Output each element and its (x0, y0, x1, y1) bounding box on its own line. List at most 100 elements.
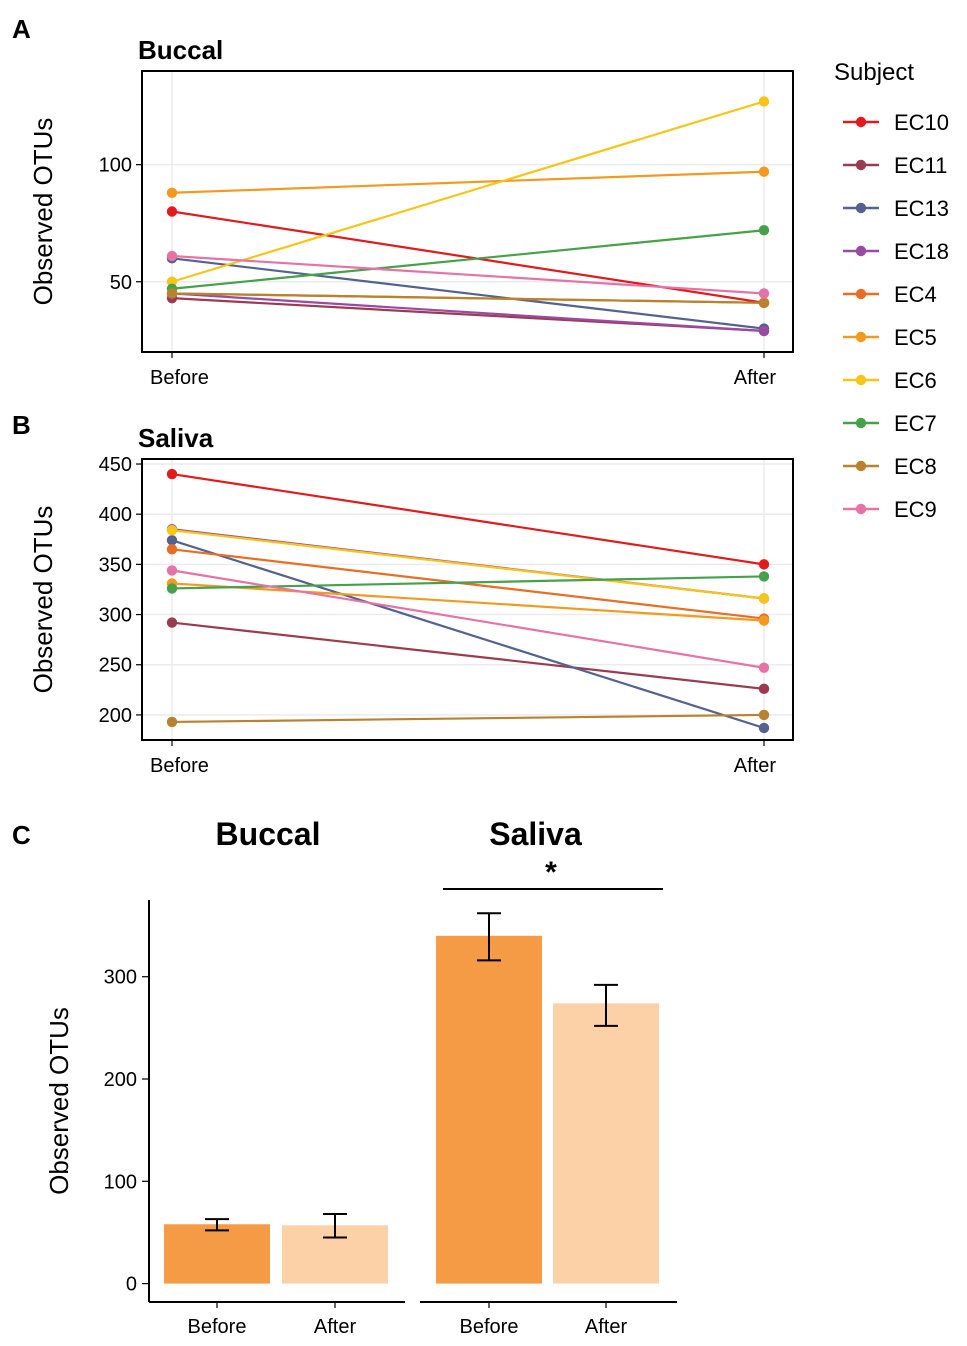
data-point-ec8-before (166, 288, 178, 299)
data-point-ec13-after (758, 722, 770, 734)
legend-marker-ec18 (855, 245, 867, 257)
data-point-ec5-after (758, 615, 770, 626)
y-tick-label: 250 (99, 655, 132, 677)
legend-label-ec5: EC5 (894, 325, 937, 350)
series-line-ec10 (171, 210, 765, 304)
data-point-ec10-after (758, 559, 770, 570)
plot-frame (141, 70, 794, 353)
series-line-ec5 (171, 582, 765, 622)
series-line-ec11 (171, 621, 765, 690)
y-axis-label: Observed OTUs (28, 118, 58, 306)
panel-letter-b: B (12, 410, 31, 440)
legend-label-ec7: EC7 (894, 411, 937, 436)
legend-label-ec18: EC18 (894, 239, 949, 264)
data-point-ec9-after (758, 288, 770, 299)
legend-marker-ec5 (855, 331, 867, 343)
series-line-ec7 (171, 229, 765, 290)
x-tick-label: Before (150, 755, 209, 777)
data-point-ec7-after (758, 571, 770, 582)
legend-label-ec4: EC4 (894, 282, 937, 307)
x-tick-label: Before (188, 1316, 247, 1338)
data-point-ec10-before (166, 468, 178, 480)
x-tick-label: After (314, 1316, 357, 1338)
data-point-ec6-after (758, 593, 770, 604)
legend-marker-ec7 (855, 417, 867, 429)
x-tick-label: After (585, 1316, 628, 1338)
panel-b-saliva-line-chart: 200 250 300 350 400 450 Before After Saliva Obser… (28, 423, 794, 777)
y-tick-label: 200 (104, 1069, 137, 1091)
data-point-ec11-before (166, 617, 178, 628)
legend-marker-ec8 (855, 460, 867, 472)
data-point-ec5-before (166, 187, 178, 198)
data-point-ec6-before (166, 525, 178, 536)
series-line-ec10 (171, 472, 765, 566)
series-line-ec8 (171, 292, 765, 304)
y-tick-label: 450 (99, 454, 132, 476)
series-line-ec13 (171, 539, 765, 730)
legend-label-ec10: EC10 (894, 110, 949, 135)
data-point-ec8-after (758, 709, 770, 721)
y-tick-label: 400 (99, 504, 132, 526)
y-tick-label: 300 (99, 605, 132, 627)
bar-saliva-before (436, 935, 542, 1284)
legend-label-ec11: EC11 (894, 153, 947, 178)
series-line-ec8 (171, 713, 765, 724)
series-line-ec7 (171, 575, 765, 590)
bar-buccal-before (164, 1224, 270, 1284)
legend-marker-ec13 (855, 202, 867, 214)
x-tick-label: Before (150, 367, 209, 389)
legend-marker-ec10 (855, 116, 867, 128)
panel-letter-a: A (12, 14, 31, 44)
data-point-ec11-after (758, 683, 770, 695)
series-line-ec6 (171, 529, 765, 600)
data-point-ec18-after (758, 325, 770, 337)
panel-c-bar-chart: 0 100 200 300 Observed OTUs Before After Buccal… (44, 816, 677, 1338)
significance-marker: * (545, 856, 557, 889)
data-point-ec10-before (166, 206, 178, 217)
panel-a-buccal-line-chart: 50 100 Before After Buccal Observed OTUs (28, 35, 794, 389)
y-tick-label: 50 (110, 272, 132, 294)
bar-saliva-after (553, 1003, 659, 1284)
legend-label-ec9: EC9 (894, 497, 937, 522)
series-line-ec6 (171, 100, 765, 283)
y-tick-label: 300 (104, 967, 137, 989)
series-line-ec9 (171, 254, 765, 295)
legend-marker-ec11 (855, 159, 867, 171)
legend-label-ec8: EC8 (894, 454, 937, 479)
series-line-ec5 (171, 170, 765, 194)
x-tick-label: After (734, 755, 777, 777)
x-tick-label: After (734, 367, 777, 389)
legend: Subject EC10 EC11 EC13 EC18 EC4 EC5 EC6 EC7 EC8 E… (834, 59, 949, 522)
data-point-ec9-after (758, 662, 770, 673)
data-point-ec7-before (166, 583, 178, 594)
legend-title: Subject (834, 59, 914, 86)
series-line-ec18 (171, 292, 765, 333)
data-point-ec8-before (166, 716, 178, 728)
data-point-ec4-before (166, 544, 178, 555)
legend-marker-ec9 (855, 503, 867, 515)
data-point-ec13-before (166, 535, 178, 546)
chart-title: Buccal (138, 35, 223, 65)
data-point-ec9-before (166, 565, 178, 576)
y-tick-label: 350 (99, 554, 132, 576)
panel-letter-c: C (12, 820, 31, 850)
series-line-ec13 (171, 257, 765, 330)
y-tick-label: 200 (99, 705, 132, 727)
plot-frame (141, 458, 794, 741)
data-point-ec6-after (758, 96, 770, 107)
data-point-ec5-after (758, 166, 770, 177)
legend-label-ec6: EC6 (894, 368, 937, 393)
y-tick-label: 0 (126, 1274, 137, 1296)
y-tick-label: 100 (99, 155, 132, 177)
data-point-ec8-after (758, 297, 770, 309)
y-axis-label: Observed OTUs (44, 1007, 74, 1195)
group-title-saliva: Saliva (489, 816, 582, 852)
group-title-buccal: Buccal (216, 816, 321, 852)
chart-title: Saliva (138, 423, 214, 453)
legend-marker-ec4 (855, 288, 867, 300)
series-line-ec4 (171, 548, 765, 620)
y-tick-label: 100 (104, 1171, 137, 1193)
legend-label-ec13: EC13 (894, 196, 949, 221)
legend-marker-ec6 (855, 374, 867, 386)
